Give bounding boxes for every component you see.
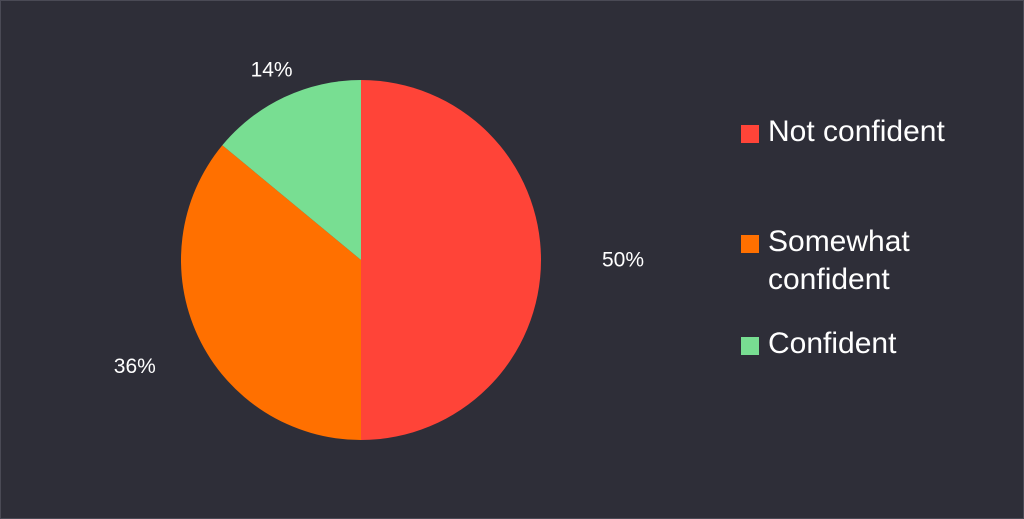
legend-swatch-not-confident [741, 125, 759, 143]
legend-label-somewhat-confident: Somewhat confident [768, 225, 910, 296]
pie-slice-confident [222, 80, 361, 260]
legend-item-not-confident: Not confident [741, 113, 968, 151]
pie-slices [181, 80, 541, 441]
pie-value-labels: 50% 36% 14% [114, 58, 644, 377]
legend-item-confident: Confident [741, 325, 968, 363]
legend-swatch-confident [741, 337, 759, 355]
pie-slice-not-confident [361, 80, 541, 440]
legend-label-not-confident: Not confident [768, 115, 945, 148]
pie-value-label-confident: 14% [251, 58, 293, 81]
pie-value-label-somewhat-confident: 36% [114, 355, 156, 378]
pie-slice-somewhat-confident [181, 145, 361, 441]
legend-label-confident: Confident [768, 327, 897, 360]
legend-swatch-somewhat-confident [741, 235, 759, 253]
legend-item-somewhat-confident: Somewhat confident [741, 223, 968, 299]
pie-value-label-not-confident: 50% [602, 249, 644, 272]
